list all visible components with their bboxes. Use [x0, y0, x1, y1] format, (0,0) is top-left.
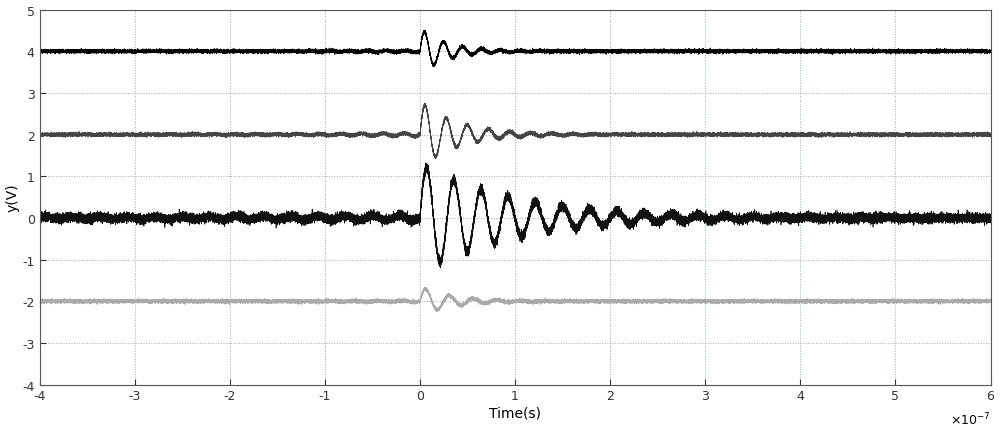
X-axis label: Time(s): Time(s) [489, 405, 541, 419]
Y-axis label: y(V): y(V) [6, 183, 20, 212]
Text: $\times 10^{-7}$: $\times 10^{-7}$ [950, 411, 991, 427]
